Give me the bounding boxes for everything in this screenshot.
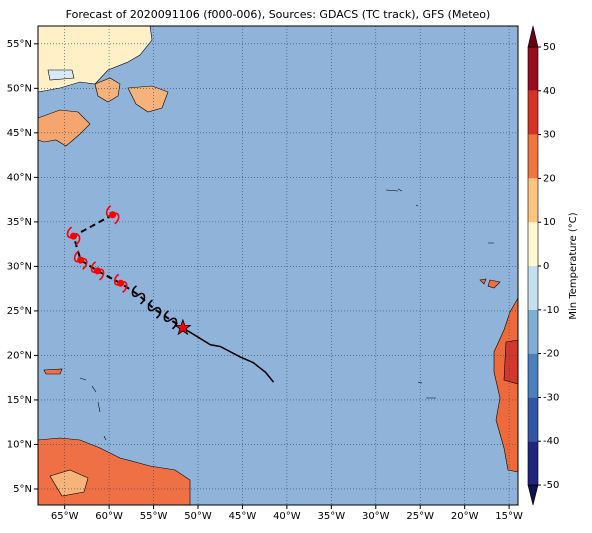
colorbar-segment	[528, 441, 538, 485]
storm-position	[113, 273, 128, 293]
storm-position	[66, 226, 81, 246]
y-tick-label: 15°N	[7, 395, 32, 406]
land-newfoundland	[94, 77, 121, 103]
colorbar-tick-label: -30	[543, 392, 559, 403]
y-tick-label: 5°N	[13, 484, 32, 495]
storm-position	[90, 261, 105, 281]
y-tick-label: 50°N	[7, 83, 32, 94]
colorbar-over	[527, 25, 539, 48]
y-tick-label: 40°N	[7, 172, 32, 183]
land-nova-scotia	[37, 109, 91, 147]
land-africa-hot	[503, 339, 519, 385]
storm-position	[73, 250, 88, 270]
land-island	[487, 279, 501, 289]
colorbar-tick-label: -10	[543, 305, 559, 316]
hurricane-symbol	[131, 285, 146, 305]
colorbar-tick-label: 50	[543, 42, 556, 53]
colorbar-segment	[528, 397, 538, 442]
colorbar-label: Min Temperature (°C)	[568, 212, 579, 319]
x-tick-label: 45°W	[229, 511, 257, 522]
land-island	[43, 368, 63, 375]
colorbar-segment	[528, 178, 538, 223]
islands	[79, 188, 494, 441]
x-tick-label: 30°W	[362, 511, 390, 522]
x-tick-label: 60°W	[95, 511, 123, 522]
current-position	[174, 318, 192, 336]
colorbar-tick-label: 30	[543, 130, 556, 141]
storm-dot	[77, 256, 85, 264]
land-island	[479, 278, 487, 285]
y-tick-label: 20°N	[7, 350, 32, 361]
colorbar: -50 -40 -30 -20 -10 0 10 20 30 40 50	[527, 25, 559, 506]
y-tick-label: 55°N	[7, 39, 32, 50]
x-tick-label: 55°W	[140, 511, 168, 522]
colorbar-tick-label: 10	[543, 217, 556, 228]
y-tick-label: 25°N	[7, 306, 32, 317]
x-tick-label: 25°W	[406, 511, 434, 522]
y-tick-label: 35°N	[7, 217, 32, 228]
hurricane-symbol	[163, 310, 178, 330]
colorbar-segment	[528, 222, 538, 266]
x-tick-label: 15°W	[495, 511, 523, 522]
storm-position	[147, 299, 162, 319]
colorbar-segment	[528, 134, 538, 179]
storm-position	[131, 285, 146, 305]
forecast-path	[182, 327, 275, 383]
land-newfoundland	[127, 85, 169, 113]
x-tick-label: 20°W	[451, 511, 479, 522]
chart-title: Forecast of 2020091106 (f000-006), Sourc…	[66, 8, 491, 21]
colorbar-segment	[528, 309, 538, 354]
colorbar-tick-label: -40	[543, 436, 559, 447]
colorbar-segment	[528, 266, 538, 310]
y-tick-label: 10°N	[7, 439, 32, 450]
map-frame	[37, 25, 519, 506]
colorbar-segment	[528, 353, 538, 398]
y-tick-label: 30°N	[7, 261, 32, 272]
land-south-america-cool	[49, 469, 89, 497]
grid	[38, 26, 518, 505]
x-tick-label: 35°W	[318, 511, 346, 522]
x-tick-label: 50°W	[184, 511, 212, 522]
track	[66, 205, 275, 383]
colorbar-tick-label: -50	[543, 480, 559, 491]
colorbar-segment	[528, 47, 538, 91]
x-tick-label: 65°W	[51, 511, 79, 522]
x-tick-label: 40°W	[273, 511, 301, 522]
colorbar-tick-label: 0	[543, 261, 549, 272]
storm-dot	[94, 267, 102, 275]
storm-position	[105, 205, 120, 225]
storm-dot	[70, 232, 78, 240]
colorbar-tick-label: 40	[543, 86, 556, 97]
colorbar-tick-label: 20	[543, 173, 556, 184]
hurricane-symbol	[147, 299, 162, 319]
y-tick-label: 45°N	[7, 128, 32, 139]
ocean	[38, 26, 518, 505]
colorbar-tick-label: -20	[543, 349, 559, 360]
colorbar-segment	[528, 90, 538, 135]
storm-dot	[117, 279, 125, 287]
lake	[47, 69, 75, 81]
storm-dot	[109, 211, 117, 219]
storm-position	[163, 310, 178, 330]
colorbar-under	[527, 484, 539, 506]
